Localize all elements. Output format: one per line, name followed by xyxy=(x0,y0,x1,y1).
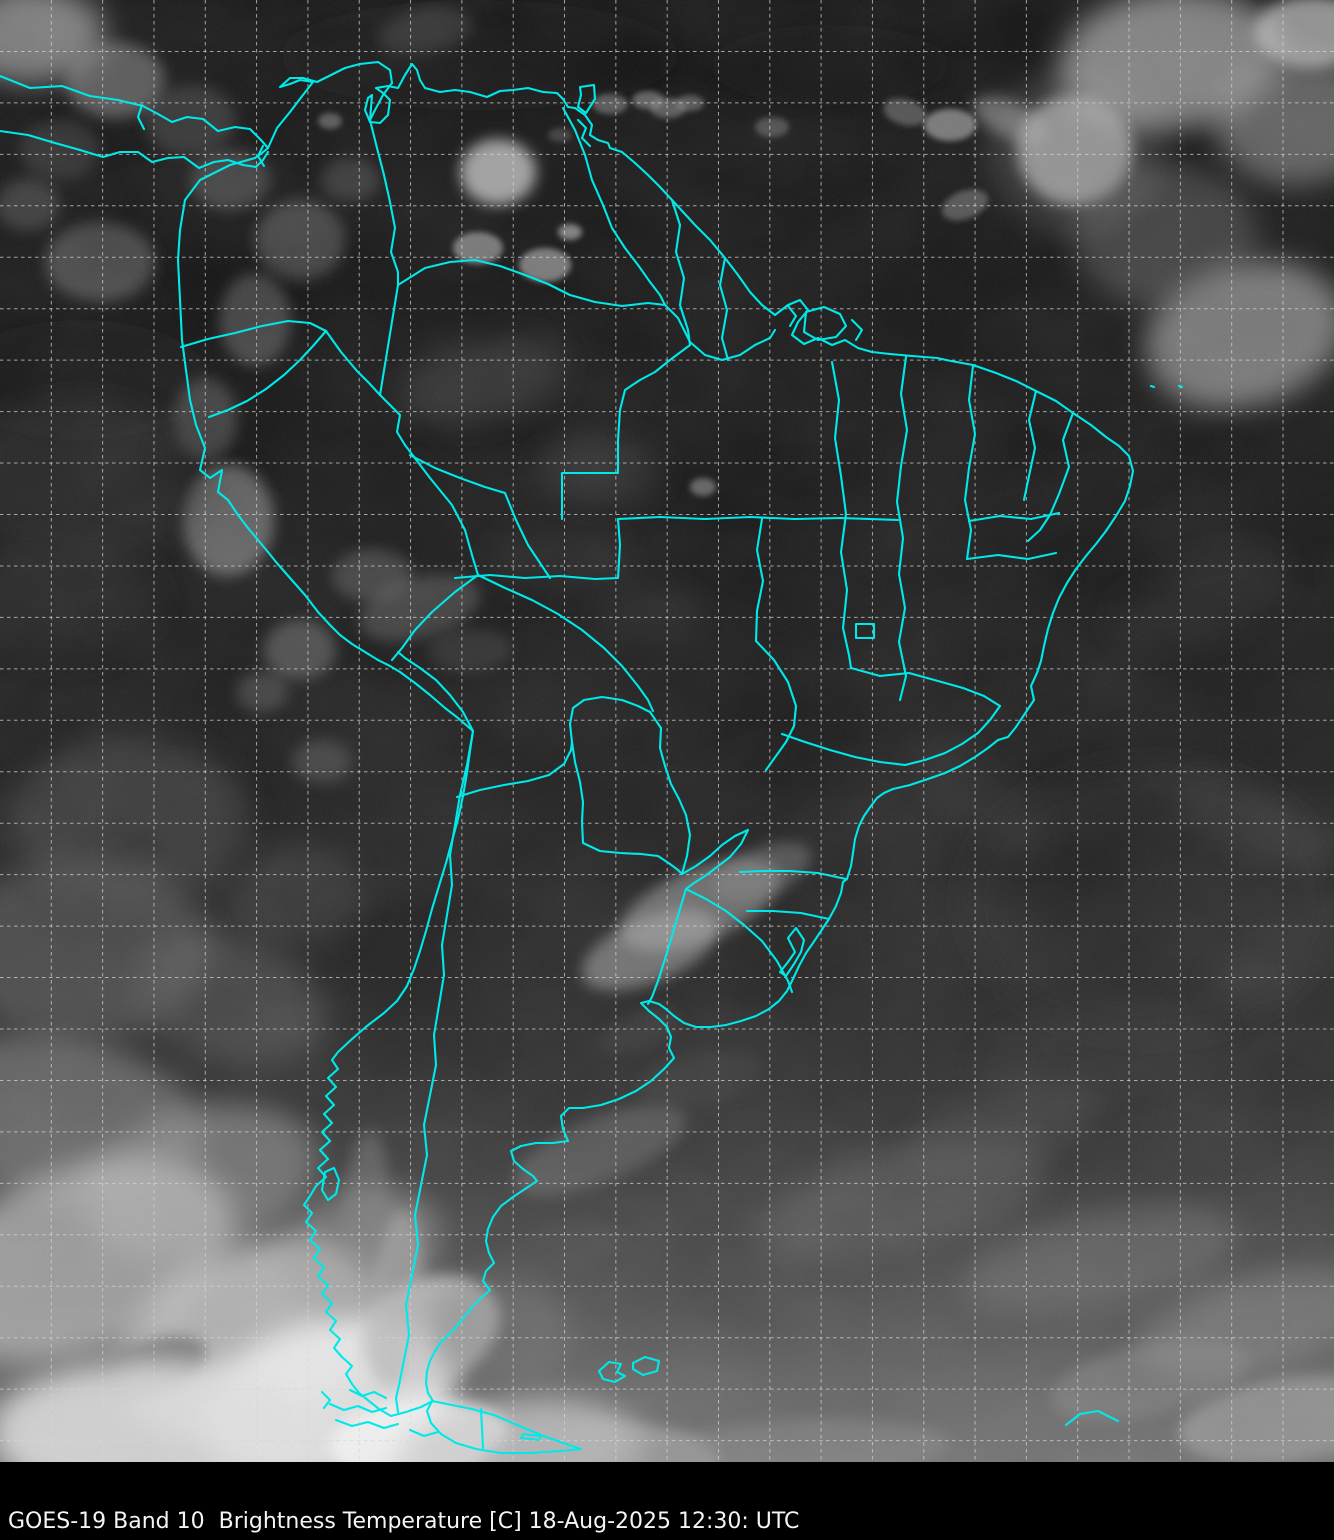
caption-bar: GOES-19 Band 10 Brightness Temperature [… xyxy=(0,1462,1334,1540)
caption-text: GOES-19 Band 10 Brightness Temperature [… xyxy=(8,1508,800,1534)
map-borders xyxy=(0,60,1184,1455)
caption-bar-bg xyxy=(0,1462,1334,1540)
